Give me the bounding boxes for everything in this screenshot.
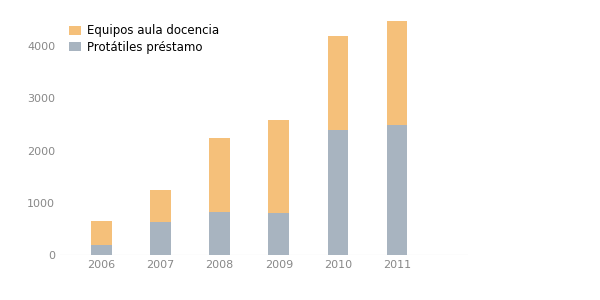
Bar — [209, 138, 230, 212]
Bar — [91, 221, 112, 244]
Bar — [328, 36, 348, 130]
Bar — [209, 212, 230, 255]
Bar — [91, 244, 112, 255]
Bar — [268, 213, 289, 255]
Bar — [386, 125, 407, 255]
Bar — [386, 21, 407, 125]
Bar — [328, 130, 348, 255]
Bar — [150, 190, 171, 222]
Bar — [150, 222, 171, 255]
Bar — [268, 120, 289, 213]
Legend: Equipos aula docencia, Protátiles préstamo: Equipos aula docencia, Protátiles présta… — [66, 21, 223, 58]
